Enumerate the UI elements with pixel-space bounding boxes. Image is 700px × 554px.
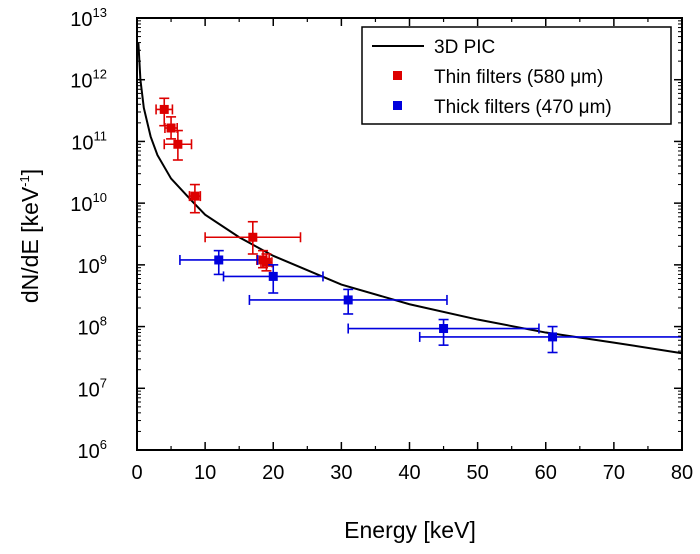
x-tick-label: 70 — [603, 462, 625, 484]
thick-filter-point — [268, 271, 278, 281]
thick-filter-point — [343, 295, 353, 305]
legend-label-thick: Thick filters (470 μm) — [434, 97, 612, 118]
y-tick-label: 1013 — [70, 5, 107, 31]
thin-filter-point — [173, 139, 183, 149]
legend: 3D PIC Thin filters (580 μm) Thick filte… — [361, 26, 672, 125]
x-tick-label: 0 — [131, 462, 142, 484]
x-tick-label: 40 — [398, 462, 420, 484]
x-tick-label: 50 — [467, 462, 489, 484]
thin-filter-point — [190, 191, 200, 201]
y-tick-label: 108 — [78, 314, 107, 340]
y-axis-title: dN/dE [keV-1] — [17, 169, 43, 303]
x-tick-label: 30 — [330, 462, 352, 484]
thin-filter-point — [159, 104, 169, 114]
y-tick-label: 1011 — [71, 128, 107, 154]
axis-ticks: 0 10 20 30 40 50 60 70 80 106 107 108 109 1010 1011 101… — [70, 5, 693, 484]
x-tick-label: 20 — [262, 462, 284, 484]
legend-swatch-thick — [393, 101, 402, 110]
thick-filter-point — [439, 324, 449, 334]
thin-filter-point — [166, 123, 176, 133]
x-tick-label: 60 — [535, 462, 557, 484]
thick-filter-point — [214, 255, 224, 265]
y-tick-label: 1010 — [70, 190, 107, 216]
y-tick-label: 106 — [78, 437, 107, 463]
y-tick-label: 107 — [78, 375, 107, 401]
data-marks — [137, 42, 683, 355]
y-tick-label: 109 — [78, 252, 107, 278]
x-tick-label: 80 — [671, 462, 693, 484]
x-axis-title: Energy [keV] — [344, 517, 476, 543]
thin-filter-point — [261, 257, 271, 267]
legend-label-thin: Thin filters (580 μm) — [434, 67, 603, 88]
legend-label-pic: 3D PIC — [434, 37, 495, 58]
y-tick-label: 1012 — [70, 67, 107, 93]
legend-swatch-thin — [393, 71, 402, 80]
legend-box — [361, 26, 672, 125]
thick-filter-point — [548, 332, 558, 342]
pic-curve — [137, 42, 683, 355]
x-tick-label: 10 — [194, 462, 216, 484]
thin-filter-point — [248, 232, 258, 242]
